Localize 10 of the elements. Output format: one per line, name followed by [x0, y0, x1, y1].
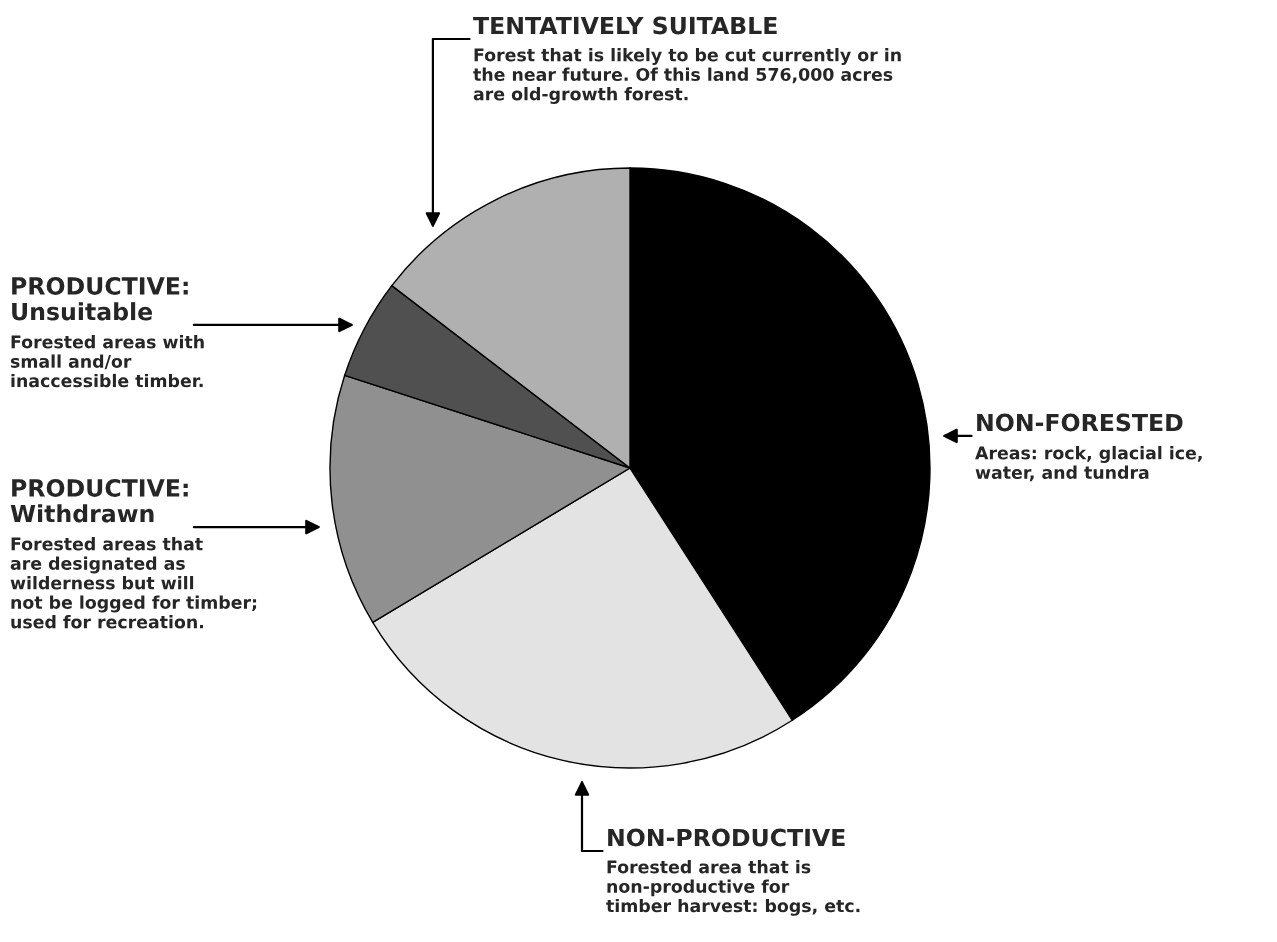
slice-label: PRODUCTIVE: Withdrawn	[10, 479, 188, 523]
slice-label: PRODUCTIVE: Unsuitable	[12, 277, 188, 321]
text: Areas: rock, glacial ice, water, and tundra	[975, 446, 1202, 482]
slice-label: NON-PRODUCTIVE	[608, 828, 845, 847]
text: Forested area that is non-productive for timber harvest: bogs, etc.	[606, 860, 860, 916]
text: Forested areas with small and/or inaccessible timber.	[10, 335, 204, 388]
text: Forested areas that are designated as wilderness but will not be logged for timber; used for recreation.	[10, 537, 257, 629]
slice-label: TENTATIVELY SUITABLE	[473, 16, 777, 35]
legend-label: NON-FORESTED	[977, 413, 1183, 432]
text: Forest that is likely to be cut currently or in the near future. Of this land 576,000 acres are old-growth forest.	[473, 48, 901, 104]
